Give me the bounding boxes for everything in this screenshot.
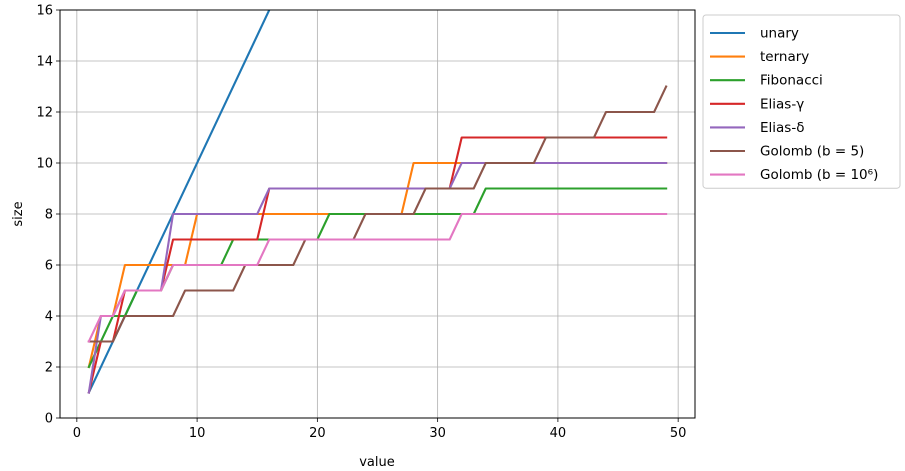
legend-label: Elias-γ — [760, 96, 804, 112]
legend-label: Golomb (b = 5) — [760, 144, 864, 160]
series-lines — [87, 10, 668, 394]
series-line-5 — [87, 161, 668, 394]
series-line-6 — [87, 85, 668, 343]
legend-label: unary — [760, 26, 799, 42]
series-line-7 — [87, 212, 668, 343]
axis-ticks: 0 10 20 30 40 50 0 2 4 6 8 10 12 14 16 — [36, 4, 686, 442]
y-tick-label: 4 — [45, 310, 53, 325]
x-tick-label: 0 — [73, 426, 81, 441]
series-line-3 — [87, 187, 668, 369]
legend-label: Fibonacci — [760, 73, 823, 89]
y-tick-label: 0 — [45, 412, 53, 427]
x-tick-label: 30 — [429, 426, 446, 441]
legend-label: Golomb (b = 10⁶) — [760, 167, 878, 183]
legend-box — [702, 14, 901, 189]
legend-label: Elias-δ — [760, 120, 804, 136]
y-tick-label: 16 — [36, 4, 53, 19]
x-axis-label: value — [359, 455, 395, 470]
y-tick-label: 10 — [36, 157, 53, 172]
x-tick-label: 40 — [550, 426, 567, 441]
x-tick-label: 10 — [189, 426, 206, 441]
legend-label: ternary — [760, 49, 809, 65]
y-tick-label: 12 — [36, 106, 53, 121]
y-axis-label: size — [11, 201, 26, 226]
y-tick-label: 2 — [45, 361, 53, 376]
x-tick-label: 50 — [670, 426, 687, 441]
y-tick-label: 8 — [45, 208, 53, 223]
legend: unary ternary Fibonacci Elias-γ Elias-δ Golom… — [702, 14, 901, 189]
x-tick-label: 20 — [309, 426, 326, 441]
y-tick-label: 6 — [45, 259, 53, 274]
y-tick-label: 14 — [36, 55, 53, 70]
